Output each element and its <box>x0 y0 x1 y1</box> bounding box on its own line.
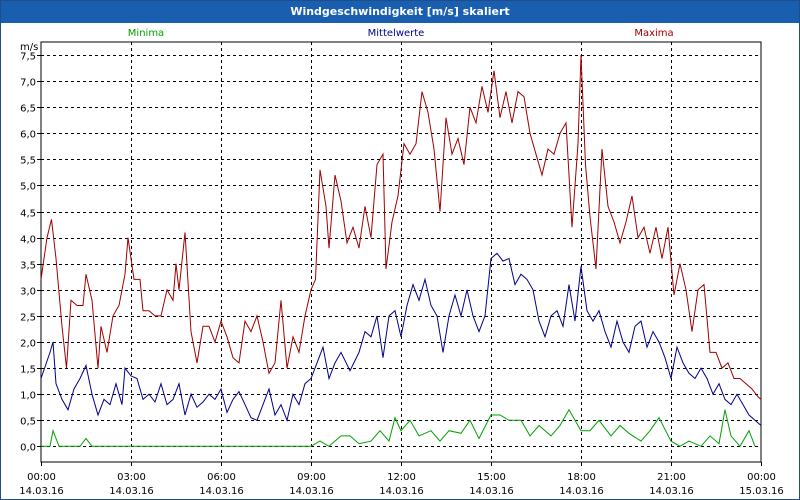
y-tick-label: 3,0 <box>20 287 36 298</box>
y-tick-label: 7,5 <box>20 52 36 63</box>
x-tick-date-label: 14.03.16 <box>199 486 244 497</box>
x-tick-date-label: 14.03.16 <box>469 486 514 497</box>
y-axis-label: m/s <box>20 42 38 53</box>
x-tick-date-label: 15.03.16 <box>739 486 784 497</box>
x-tick-time-label: 00:00 <box>747 472 776 483</box>
y-tick-label: 2,5 <box>20 313 36 324</box>
y-tick-label: 7,0 <box>20 78 36 89</box>
x-tick-time-label: 15:00 <box>477 472 506 483</box>
legend: Minima Mittelwerte Maxima <box>128 28 674 39</box>
x-tick-time-label: 00:00 <box>27 472 56 483</box>
y-tick-label: 6,0 <box>20 130 36 141</box>
x-tick-date-label: 14.03.16 <box>289 486 334 497</box>
x-tick-time-label: 03:00 <box>117 472 146 483</box>
y-tick-label: 2,0 <box>20 339 36 350</box>
y-tick-label: 5,0 <box>20 182 36 193</box>
series-line-minima <box>41 408 756 448</box>
series-line-maxima <box>40 54 762 400</box>
x-tick-time-label: 06:00 <box>207 472 236 483</box>
chart-title: Windgeschwindigkeit [m/s] skaliert <box>1 1 799 23</box>
x-tick-time-label: 18:00 <box>567 472 596 483</box>
legend-mittelwerte: Mittelwerte <box>368 28 425 39</box>
x-tick-date-label: 14.03.16 <box>19 486 64 497</box>
y-tick-label: 4,5 <box>20 209 36 220</box>
x-tick-time-label: 09:00 <box>297 472 326 483</box>
series-lines <box>40 54 762 448</box>
x-tick-date-label: 14.03.16 <box>559 486 604 497</box>
y-tick-label: 4,0 <box>20 235 36 246</box>
x-tick-date-label: 14.03.16 <box>109 486 154 497</box>
y-tick-label: 0,5 <box>20 417 36 428</box>
x-tick-time-label: 12:00 <box>387 472 416 483</box>
series-line-mittelwerte <box>40 252 762 426</box>
grid-lines <box>41 42 761 462</box>
y-tick-label: 1,0 <box>20 391 36 402</box>
x-tick-date-label: 14.03.16 <box>649 486 694 497</box>
legend-maxima: Maxima <box>634 28 673 39</box>
x-tick-date-label: 14.03.16 <box>379 486 424 497</box>
x-tick-time-label: 21:00 <box>657 472 686 483</box>
y-tick-label: 0,0 <box>20 443 36 454</box>
y-tick-label: 3,5 <box>20 261 36 272</box>
legend-minima: Minima <box>128 28 164 39</box>
y-tick-label: 1,5 <box>20 365 36 376</box>
axes: 0,0 0,5 1,0 1,5 2,0 2,5 3,0 3,5 4,0 4,5 5,0 5,5 6,0 6… <box>19 41 784 497</box>
y-tick-label: 5,5 <box>20 156 36 167</box>
y-tick-label: 6,5 <box>20 104 36 115</box>
